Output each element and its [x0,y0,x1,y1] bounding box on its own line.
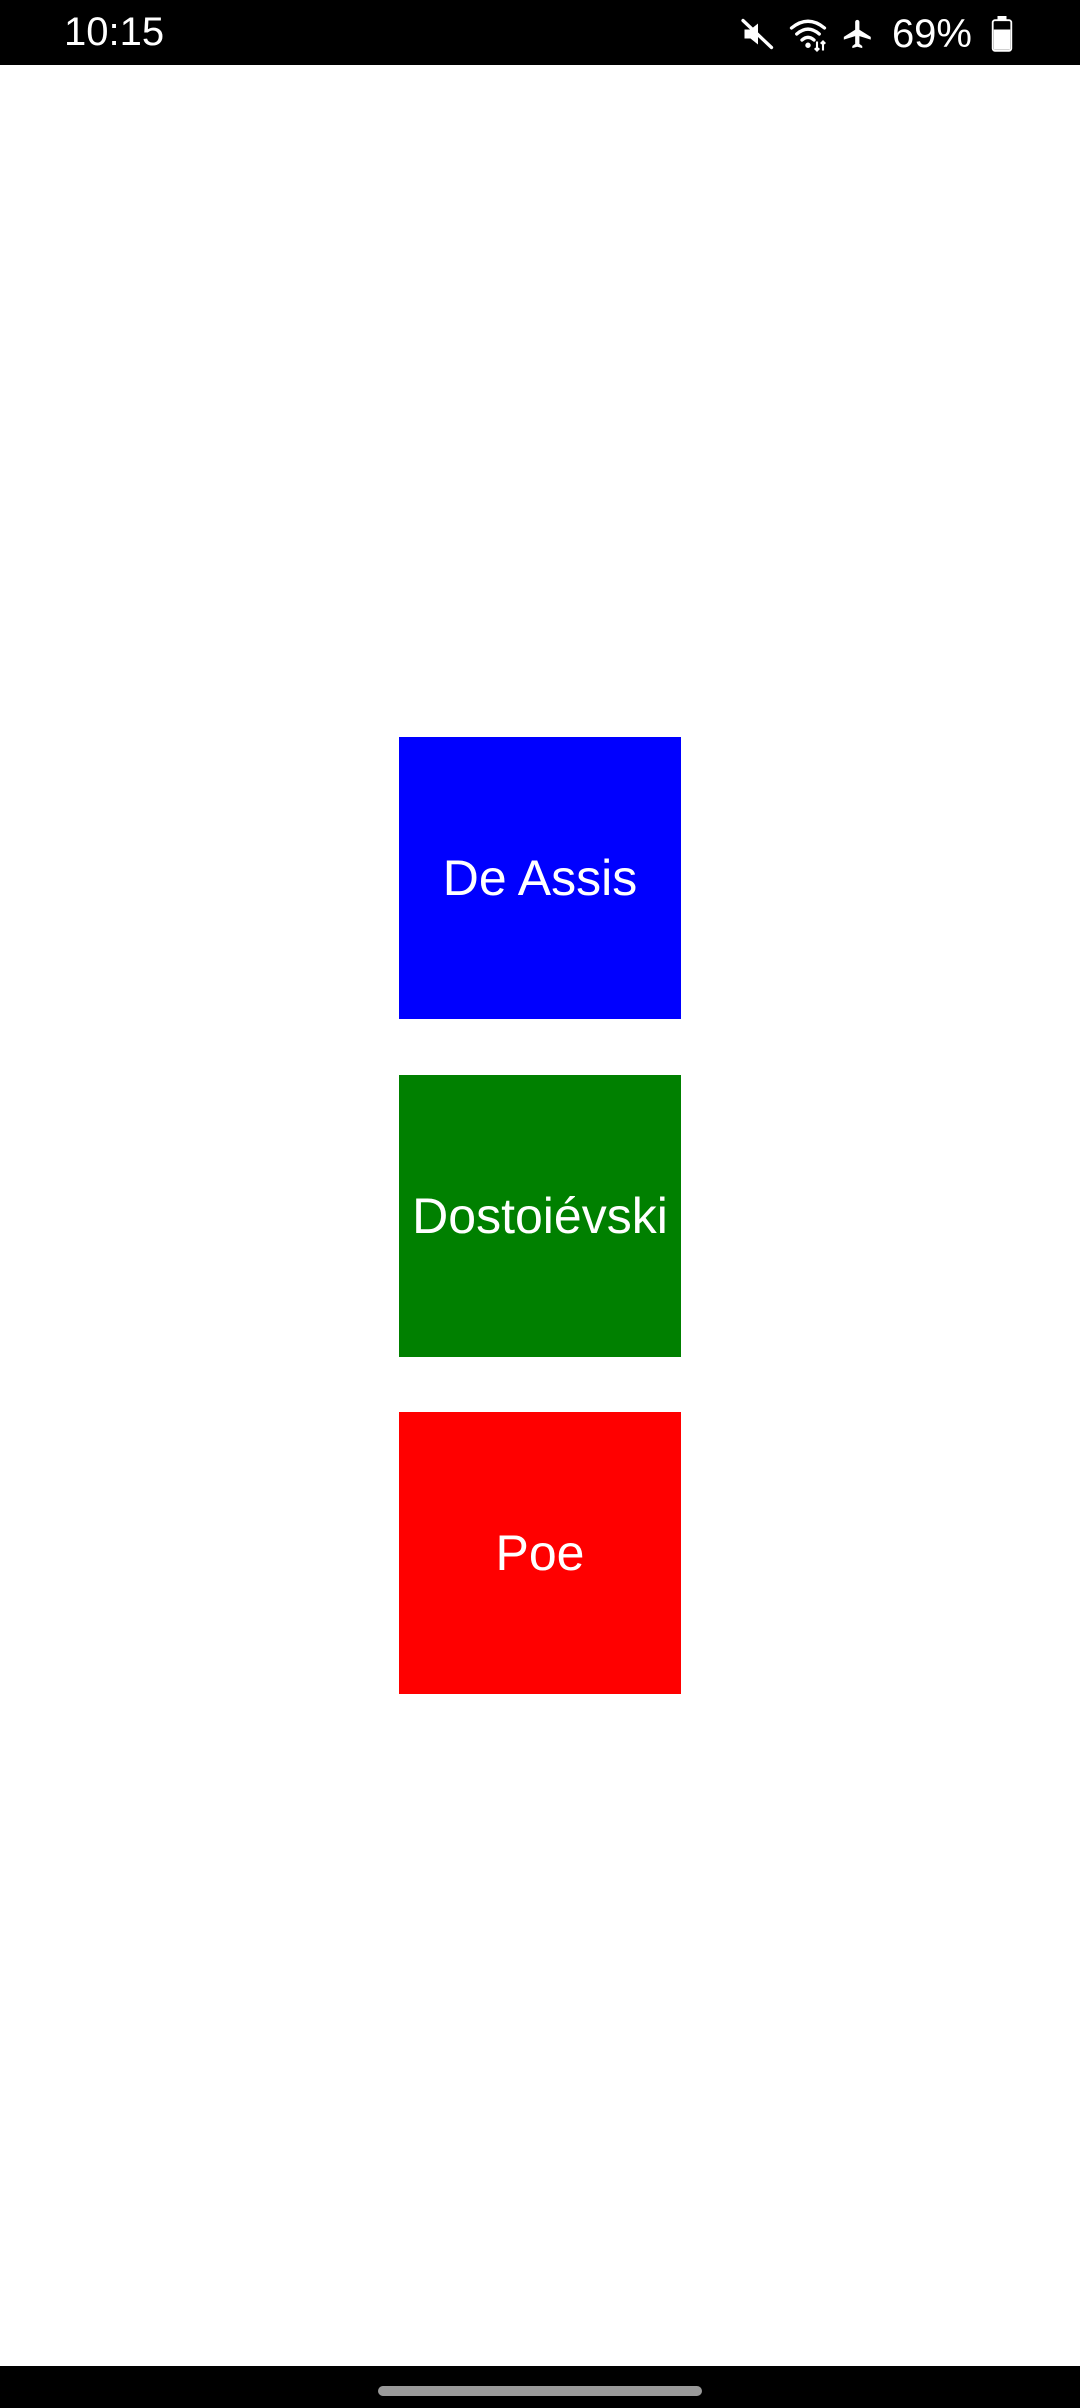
battery-icon [982,14,1022,54]
airplane-mode-icon [838,14,878,54]
status-bar: 10:15 69% [0,0,1080,65]
tile-label: Dostoiévski [412,1188,668,1244]
status-time: 10:15 [64,10,165,54]
status-icons: 69% [738,12,1022,56]
tile-dostoievski[interactable]: Dostoiévski [399,1075,681,1357]
wifi-icon [788,14,828,54]
battery-percent: 69% [891,12,972,56]
home-gesture-handle[interactable] [378,2386,702,2396]
tile-de-assis[interactable]: De Assis [399,737,681,1019]
main-content: De Assis Dostoiévski Poe [0,65,1080,2366]
tile-label: Poe [495,1525,585,1581]
mute-icon [738,14,778,54]
tile-poe[interactable]: Poe [399,1412,681,1694]
tile-label: De Assis [442,850,638,906]
navigation-bar [0,2366,1080,2408]
